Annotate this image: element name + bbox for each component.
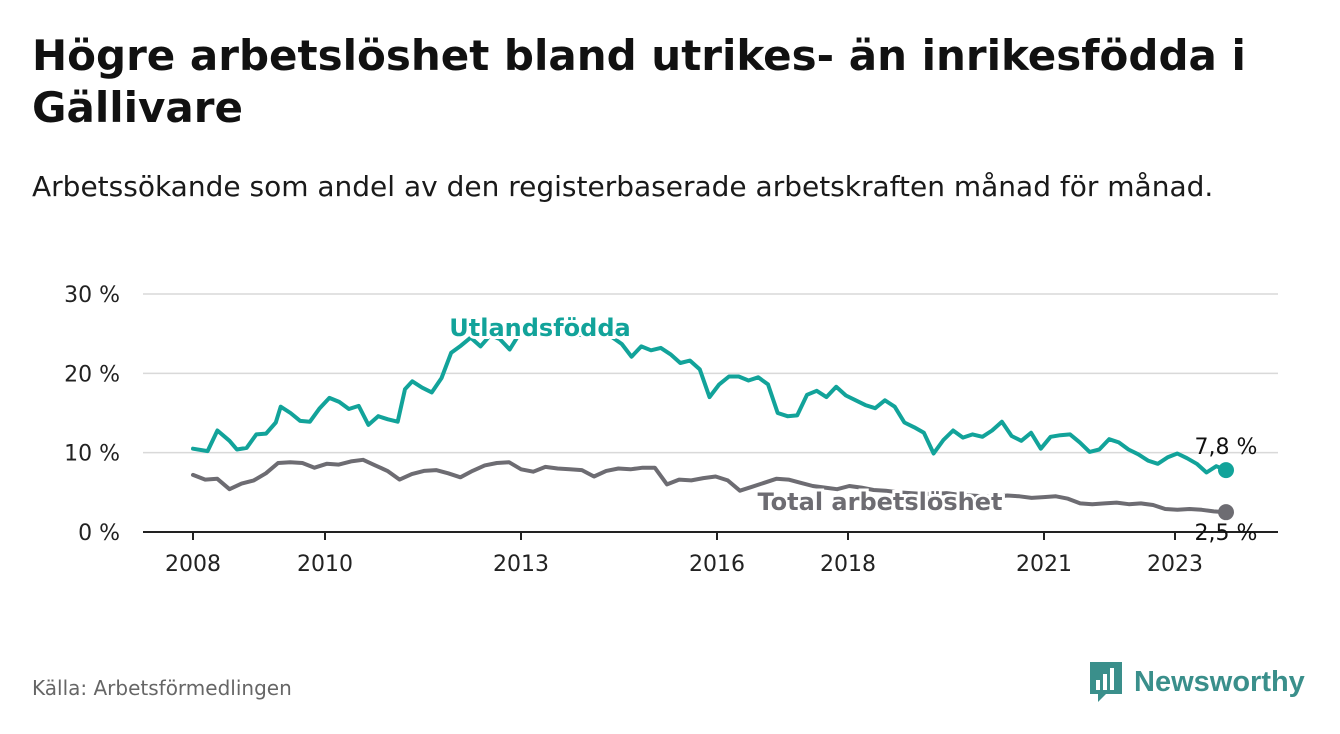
series-end-point-total: [1218, 504, 1234, 521]
line-chart: 0 % 10 % 20 % 30 % 2008 2010 2013 2016 2018 2021 2…: [64, 283, 1278, 577]
series-end-point-utlandsfodda: [1218, 462, 1234, 479]
x-tick-label: 2008: [165, 552, 221, 577]
x-tick-label: 2021: [1016, 552, 1072, 577]
end-value-label-utlandsfodda: 7,8 %: [1195, 435, 1258, 460]
y-tick-label: 10 %: [64, 442, 120, 467]
series-label-total: Total arbetslöshet: [757, 488, 1002, 516]
y-tick-label: 20 %: [64, 362, 120, 387]
bar-chart-icon: [1090, 662, 1122, 702]
source-note: Källa: Arbetsförmedlingen: [32, 676, 292, 700]
x-tick-label: 2013: [493, 552, 549, 577]
x-tick-label: 2016: [689, 552, 745, 577]
series-label-utlandsfodda: Utlandsfödda: [449, 314, 630, 342]
x-tick-label: 2018: [820, 552, 876, 577]
x-tick-label: 2023: [1147, 552, 1203, 577]
series-line-utlandsfodda: [191, 327, 1228, 475]
chart-subtitle: Arbetssökande som andel av den registerb…: [32, 170, 1214, 203]
brand-name: Newsworthy: [1134, 665, 1305, 698]
series-line-total: [191, 457, 1228, 515]
end-value-label-total: 2,5 %: [1195, 521, 1258, 546]
x-tick-label: 2010: [297, 552, 353, 577]
y-tick-label: 30 %: [64, 283, 120, 308]
brand-logo: Newsworthy: [1088, 660, 1305, 704]
chart-title: Högre arbetslöshet bland utrikes- än inr…: [32, 31, 1246, 132]
y-tick-label: 0 %: [78, 521, 120, 546]
